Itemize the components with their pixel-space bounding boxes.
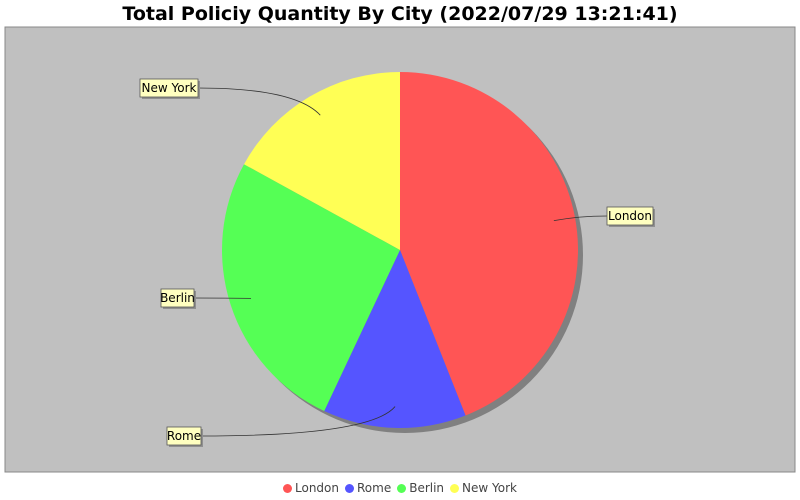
- legend-item: New York: [450, 480, 517, 496]
- label-link-line: [200, 406, 396, 437]
- slice-label-text: London: [608, 209, 652, 223]
- legend-label: Rome: [357, 481, 392, 495]
- label-link-line: [197, 87, 321, 116]
- pie-slice-london[interactable]: [400, 72, 579, 416]
- legend-label: London: [295, 481, 339, 495]
- legend-swatch: [450, 483, 460, 493]
- label-link-line: [553, 215, 608, 222]
- slice-label: London: [606, 206, 655, 227]
- slice-label: Rome: [166, 426, 203, 447]
- slice-label-text: New York: [142, 81, 197, 95]
- pie-slice-rome[interactable]: [324, 250, 466, 428]
- slice-label-text: Rome: [167, 429, 201, 443]
- legend-label: New York: [462, 481, 517, 495]
- slice-label: Berlin: [160, 288, 196, 309]
- legend-swatch: [397, 483, 407, 493]
- slice-label-text: Berlin: [160, 291, 195, 305]
- legend-swatch: [283, 483, 292, 493]
- legend-item: Berlin: [397, 480, 444, 496]
- legend-item: Rome: [345, 480, 391, 496]
- pie-chart: London Rome Berlin New York: [4, 26, 796, 473]
- legend-label: Berlin: [409, 481, 445, 495]
- legend-swatch: [345, 483, 354, 493]
- slice-label: New York: [139, 78, 200, 99]
- legend-item: London: [283, 480, 339, 496]
- legend: London Rome Berlin New York: [0, 480, 800, 496]
- chart-title: Total Policiy Quantity By City (2022/07/…: [122, 3, 678, 25]
- pie-slice-new-york[interactable]: [244, 71, 400, 250]
- pie-slice-berlin[interactable]: [222, 164, 400, 412]
